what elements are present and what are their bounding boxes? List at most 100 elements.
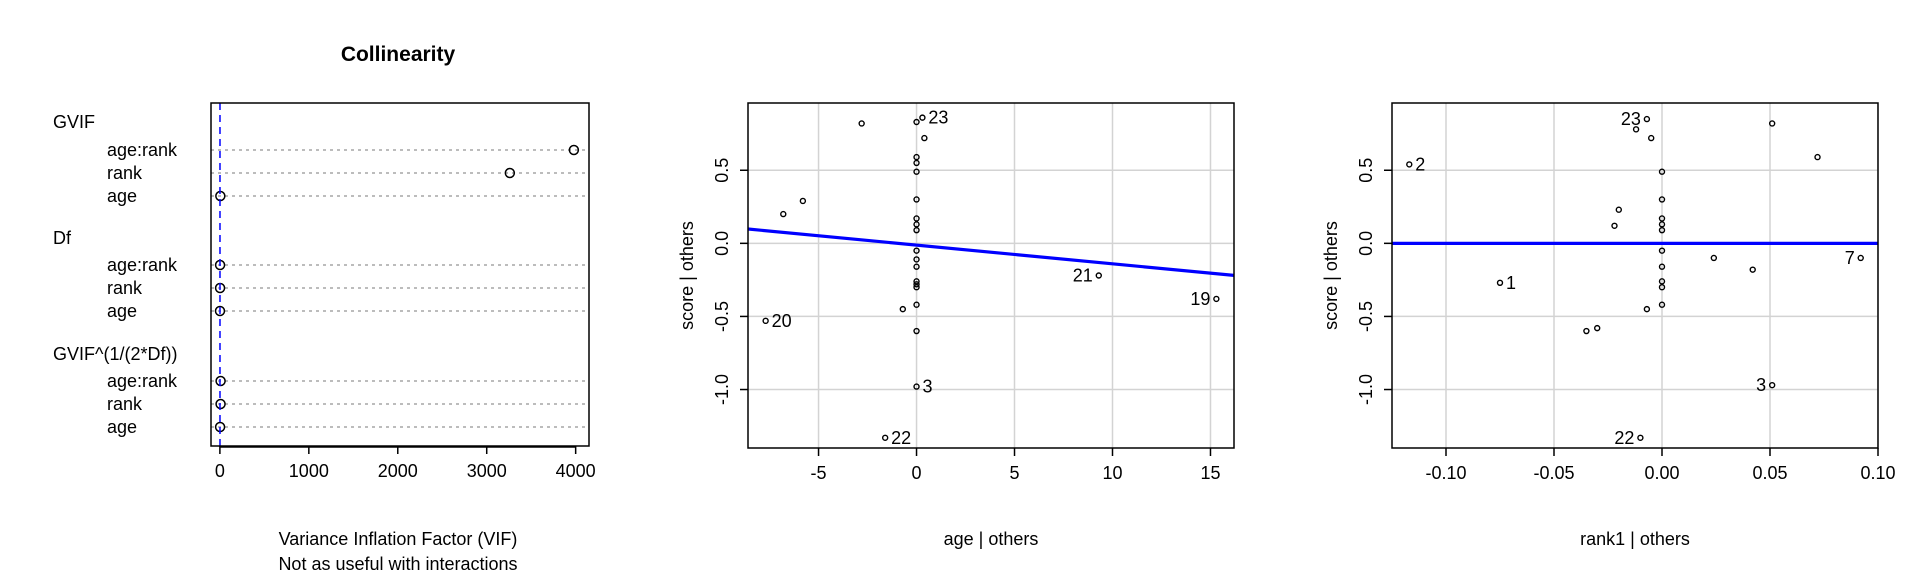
x-tick-label: 0.10: [1860, 463, 1895, 483]
point-label: 3: [923, 377, 933, 397]
data-point: [1658, 168, 1666, 175]
x-tick-label: 0.00: [1644, 463, 1679, 483]
data-point: [1643, 305, 1651, 313]
data-point: [1658, 301, 1666, 308]
x-tick-label: 2000: [378, 461, 418, 481]
data-point: [1658, 196, 1666, 203]
fit-line: [748, 227, 1234, 277]
data-point: [913, 247, 920, 254]
plot-area: [748, 103, 1234, 448]
y-tick-label: 0.0: [1356, 231, 1376, 256]
value-point: [504, 167, 516, 179]
data-point: [1768, 120, 1776, 127]
plot-area: [1392, 103, 1878, 448]
point-label: 22: [891, 428, 911, 448]
item-label: age:rank: [107, 371, 178, 391]
x-axis-label: rank1 | others: [1580, 529, 1690, 549]
x-tick-label: 4000: [556, 461, 596, 481]
data-point: [913, 278, 920, 285]
data-point: [913, 263, 920, 270]
data-point: [913, 283, 920, 291]
y-axis-label: score | others: [1321, 221, 1341, 330]
data-point: [913, 221, 920, 228]
item-label: rank: [107, 394, 143, 414]
data-point: [913, 196, 920, 203]
data-point: [1658, 247, 1666, 254]
group-label: GVIF^(1/(2*Df)): [53, 344, 177, 364]
data-point: [913, 153, 920, 161]
x-tick-label: 10: [1102, 463, 1122, 483]
data-point: [762, 317, 769, 325]
item-label: age: [107, 417, 137, 437]
x-tick-label: 3000: [467, 461, 507, 481]
x-axis-label: age | others: [944, 529, 1039, 549]
value-point: [214, 305, 226, 317]
y-tick-label: -1.0: [1356, 374, 1376, 405]
point-label: 3: [1756, 375, 1766, 395]
x-tick-label: 0.05: [1752, 463, 1787, 483]
data-point: [858, 120, 865, 127]
data-point: [1658, 278, 1666, 285]
data-point: [780, 210, 787, 218]
data-point: [1632, 126, 1640, 133]
data-point: [1857, 254, 1864, 262]
data-point: [799, 197, 807, 205]
data-point: [913, 383, 920, 390]
group-label: GVIF: [53, 112, 95, 132]
data-point: [881, 434, 889, 441]
y-tick-label: 0.5: [1356, 158, 1376, 183]
x-tick-label: 15: [1200, 463, 1220, 483]
item-label: rank: [107, 278, 143, 298]
point-label: 21: [1073, 266, 1093, 286]
data-point: [1749, 266, 1756, 273]
y-tick-label: -0.5: [1356, 301, 1376, 332]
x-tick-label: 5: [1010, 463, 1020, 483]
point-label: 1: [1506, 273, 1516, 293]
y-tick-label: -0.5: [712, 301, 732, 332]
item-label: rank: [107, 163, 143, 183]
y-axis-label: score | others: [677, 221, 697, 330]
x-tick-label: 0: [215, 461, 225, 481]
rank1-partial-panel: 2 1 23 7 3 22 -0.10 -0.05 0.00 0.05 0.10 -1.0 -0.5 0.…: [1321, 102, 1896, 549]
data-point: [1213, 295, 1220, 303]
data-point: [913, 256, 920, 263]
point-label: 23: [1621, 109, 1641, 129]
data-point: [1658, 221, 1666, 228]
x-tick-label: 1000: [289, 461, 329, 481]
data-point: [1643, 115, 1651, 123]
value-point: [568, 144, 580, 156]
collinearity-panel: Collinearity GVIF age:rank rank age Df age:ran…: [53, 43, 596, 574]
data-point: [1406, 161, 1413, 168]
age-partial-panel: 23 20 21 19 3 22 -5 0 5 10 15 -1.0 -0.5 0.0 0.5 age | o…: [677, 102, 1235, 549]
x-axis-sublabel: Not as useful with interactions: [278, 554, 517, 574]
group-label: Df: [53, 228, 72, 248]
plot-frame: [1391, 102, 1879, 449]
data-point: [913, 159, 920, 167]
data-point: [913, 118, 920, 126]
chart-title: Collinearity: [341, 43, 456, 66]
data-point: [913, 226, 920, 234]
data-point: [1658, 215, 1666, 222]
item-label: age: [107, 301, 137, 321]
data-point: [1615, 206, 1623, 213]
data-point: [1658, 263, 1666, 270]
y-tick-label: 0.0: [712, 231, 732, 256]
data-point: [1583, 327, 1590, 335]
data-point: [1710, 254, 1718, 262]
data-point: [913, 168, 920, 175]
data-point: [1658, 226, 1666, 234]
data-point: [1814, 153, 1821, 161]
data-point: [1496, 279, 1504, 287]
data-point: [919, 114, 926, 121]
plot-frame: [210, 102, 590, 447]
data-point: [1647, 134, 1655, 142]
data-point: [1611, 222, 1618, 229]
point-label: 23: [928, 108, 948, 128]
point-label: 19: [1190, 289, 1210, 309]
data-point: [913, 327, 920, 335]
item-label: age:rank: [107, 255, 178, 275]
x-axis-label: Variance Inflation Factor (VIF): [279, 529, 518, 549]
data-point: [1658, 283, 1666, 291]
item-label: age:rank: [107, 140, 178, 160]
